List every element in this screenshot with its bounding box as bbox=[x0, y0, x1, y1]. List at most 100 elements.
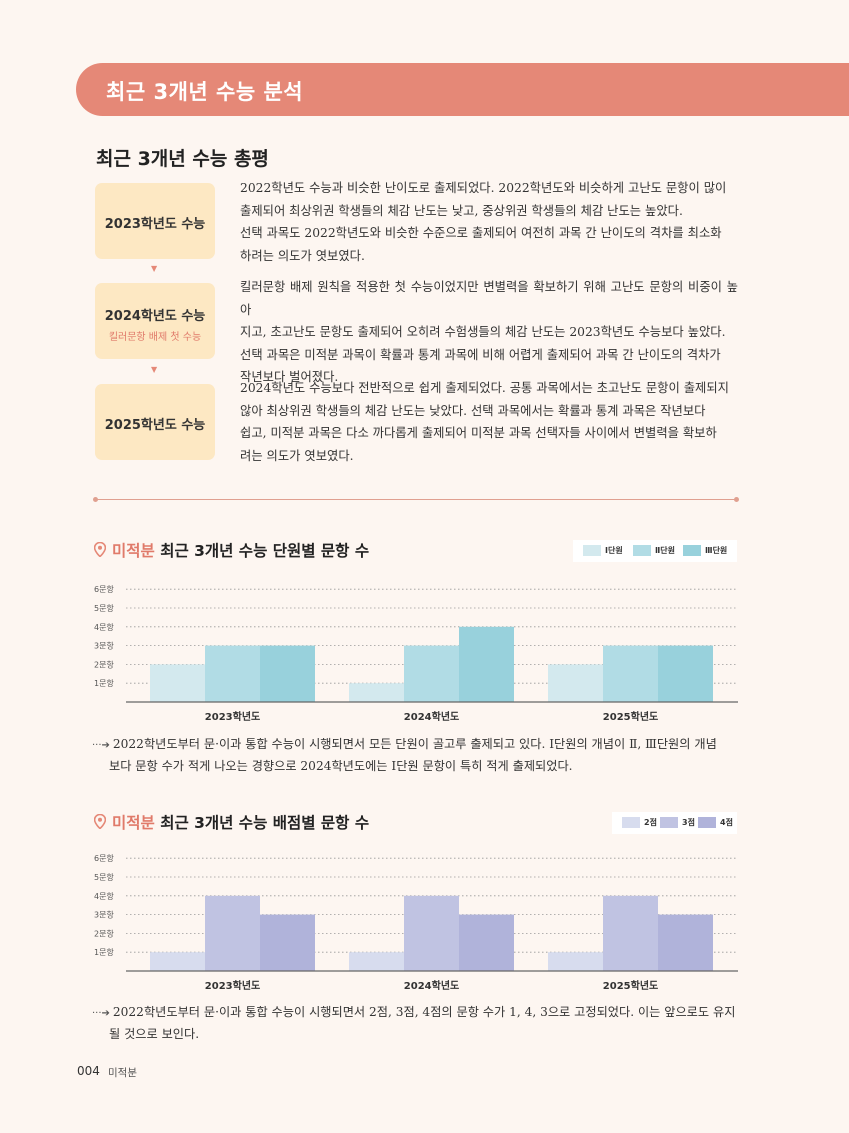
bar bbox=[349, 683, 404, 702]
bar bbox=[548, 952, 603, 971]
legend-label: Ⅲ단원 bbox=[705, 546, 728, 555]
down-triangle-icon: ▼ bbox=[151, 365, 158, 374]
y-tick-label: 4문항 bbox=[94, 623, 114, 632]
desc-line: 출제되어 최상위권 학생들의 체감 난도는 낮고, 중상위권 학생들의 체감 난… bbox=[240, 203, 683, 218]
x-tick-label: 2024학년도 bbox=[404, 979, 459, 992]
x-tick-label: 2023학년도 bbox=[205, 710, 260, 723]
chart1-note: ···➔ 2022학년도부터 문·이과 통합 수능이 시행되면서 모든 단원이 골… bbox=[92, 734, 742, 776]
desc-line: 쉽고, 미적분 과목은 다소 까다롭게 출제되어 미적분 과목 선택자들 사이에… bbox=[240, 426, 717, 440]
bar bbox=[603, 645, 658, 702]
y-tick-label: 6문항 bbox=[94, 585, 114, 594]
y-tick-label: 2문항 bbox=[94, 929, 114, 938]
bar bbox=[150, 664, 205, 702]
chart2-legend: 2점 3점 4점 bbox=[612, 812, 737, 834]
desc-line: 하려는 의도가 엿보였다. bbox=[240, 248, 365, 263]
bar bbox=[459, 914, 514, 971]
year-label: 2024학년도 수능 bbox=[104, 309, 206, 324]
bar bbox=[548, 664, 603, 702]
legend-swatch bbox=[583, 545, 601, 556]
divider-dot bbox=[734, 497, 739, 502]
year-box-2023: 2023학년도 수능 bbox=[95, 183, 215, 259]
desc-line: 려는 의도가 엿보였다. bbox=[240, 448, 354, 463]
dotted-arrow-icon: ···➔ bbox=[92, 1008, 110, 1019]
dotted-arrow-icon: ···➔ bbox=[92, 740, 110, 751]
bar bbox=[459, 626, 514, 702]
bar bbox=[150, 952, 205, 971]
note-line: 될 것으로 보인다. bbox=[109, 1027, 200, 1041]
page-number: 004 bbox=[77, 1064, 100, 1078]
location-pin-icon bbox=[94, 814, 106, 829]
y-tick-label: 5문항 bbox=[94, 873, 114, 882]
note-line: 2022학년도부터 문·이과 통합 수능이 시행되면서 2점, 3점, 4점의 … bbox=[112, 1005, 736, 1019]
year-box-2025: 2025학년도 수능 bbox=[95, 384, 215, 460]
legend-label: 2점 bbox=[644, 818, 657, 827]
desc-line: 지고, 초고난도 문항도 출제되어 오히려 수험생들의 체감 난도는 2023학… bbox=[240, 325, 726, 339]
footer-subject: 미적분 bbox=[108, 1067, 137, 1079]
x-tick-label: 2025학년도 bbox=[603, 979, 658, 992]
legend-swatch bbox=[698, 817, 716, 828]
chart-title-text: 최근 3개년 수능 단원별 문항 수 bbox=[160, 542, 370, 560]
legend-label: Ⅱ단원 bbox=[655, 546, 675, 555]
year-sublabel: 킬러문항 배제 첫 수능 bbox=[108, 332, 202, 343]
location-pin-icon bbox=[94, 542, 106, 557]
legend-label: 3점 bbox=[682, 818, 695, 827]
chart1-legend: Ⅰ단원 Ⅱ단원 Ⅲ단원 bbox=[573, 540, 737, 562]
chart2-note: ···➔ 2022학년도부터 문·이과 통합 수능이 시행되면서 2점, 3점, … bbox=[92, 1002, 742, 1044]
bar bbox=[260, 914, 315, 971]
bar bbox=[205, 895, 260, 971]
year-label: 2023학년도 수능 bbox=[104, 217, 206, 232]
y-tick-label: 2문항 bbox=[94, 660, 114, 669]
divider-dot bbox=[93, 497, 98, 502]
note-line: 보다 문항 수가 적게 나오는 경향으로 2024학년도에는 Ⅰ단원 문항이 특… bbox=[109, 759, 573, 773]
desc-line: 선택 과목은 미적분 과목이 확률과 통계 과목에 비해 어렵게 출제되어 과목… bbox=[240, 347, 721, 362]
y-tick-label: 5문항 bbox=[94, 604, 114, 613]
chart2-title: 미적분 최근 3개년 수능 배점별 문항 수 bbox=[94, 811, 369, 833]
bar bbox=[658, 645, 713, 702]
y-tick-label: 1문항 bbox=[94, 679, 114, 688]
y-tick-label: 6문항 bbox=[94, 854, 114, 863]
year-description-2024: 킬러문항 배제 원칙을 적용한 첫 수능이었지만 변별력을 확보하기 위해 고난… bbox=[240, 276, 738, 389]
desc-line: 킬러문항 배제 원칙을 적용한 첫 수능이었지만 변별력을 확보하기 위해 고난… bbox=[240, 280, 738, 317]
desc-line: 선택 과목도 2022학년도와 비슷한 수준으로 출제되어 여전히 과목 간 난… bbox=[240, 226, 722, 240]
chapter-banner: 최근 3개년 수능 분석 bbox=[76, 63, 849, 116]
y-tick-label: 1문항 bbox=[94, 948, 114, 957]
desc-line: 2022학년도 수능과 비슷한 난이도로 출제되었다. 2022학년도와 비슷하… bbox=[240, 181, 727, 195]
desc-line: 않아 최상위권 학생들의 체감 난도는 낮았다. 선택 과목에서는 확률과 통계… bbox=[240, 403, 706, 418]
legend-swatch bbox=[683, 545, 701, 556]
legend-label: 4점 bbox=[720, 818, 733, 827]
legend-swatch bbox=[633, 545, 651, 556]
banner-title: 최근 3개년 수능 분석 bbox=[106, 80, 304, 104]
down-triangle-icon: ▼ bbox=[151, 264, 158, 273]
legend-swatch bbox=[622, 817, 640, 828]
x-tick-label: 2025학년도 bbox=[603, 710, 658, 723]
chart1-title: 미적분 최근 3개년 수능 단원별 문항 수 bbox=[94, 539, 369, 561]
bar bbox=[205, 645, 260, 702]
bar bbox=[404, 645, 459, 702]
desc-line: 작년보다 벌어졌다. bbox=[240, 370, 339, 384]
bar bbox=[260, 645, 315, 702]
chart-title-text: 최근 3개년 수능 배점별 문항 수 bbox=[160, 814, 370, 832]
y-tick-label: 3문항 bbox=[94, 911, 114, 920]
x-tick-label: 2024학년도 bbox=[404, 710, 459, 723]
overview-title: 최근 3개년 수능 총평 bbox=[96, 148, 269, 170]
note-line: 2022학년도부터 문·이과 통합 수능이 시행되면서 모든 단원이 골고루 출… bbox=[112, 737, 717, 751]
legend-label: Ⅰ단원 bbox=[605, 546, 623, 555]
y-tick-label: 3문항 bbox=[94, 642, 114, 651]
legend-swatch bbox=[660, 817, 678, 828]
bar bbox=[404, 895, 459, 971]
desc-line: 2024학년도 수능보다 전반적으로 쉽게 출제되었다. 공통 과목에서는 초고… bbox=[240, 381, 729, 395]
year-description-2025: 2024학년도 수능보다 전반적으로 쉽게 출제되었다. 공통 과목에서는 초고… bbox=[240, 377, 738, 467]
chart1-plot: 1문항 2문항 3문항 4문항 5문항 6문항 2023학년도 2024학년도 2025학년도 bbox=[94, 585, 738, 723]
y-tick-label: 4문항 bbox=[94, 892, 114, 901]
year-description-2023: 2022학년도 수능과 비슷한 난이도로 출제되었다. 2022학년도와 비슷하… bbox=[240, 177, 738, 267]
chart-title-highlight: 미적분 bbox=[112, 814, 155, 832]
bar bbox=[603, 895, 658, 971]
year-box-2024: 2024학년도 수능 킬러문항 배제 첫 수능 bbox=[95, 283, 215, 359]
bar bbox=[658, 914, 713, 971]
chart-title-highlight: 미적분 bbox=[112, 542, 155, 560]
year-label: 2025학년도 수능 bbox=[104, 418, 206, 433]
section-divider bbox=[95, 499, 736, 500]
bar bbox=[349, 952, 404, 971]
chart2-plot: 1문항 2문항 3문항 4문항 5문항 6문항 2023학년도 2024학년도 2025학년도 bbox=[94, 854, 738, 992]
x-tick-label: 2023학년도 bbox=[205, 979, 260, 992]
